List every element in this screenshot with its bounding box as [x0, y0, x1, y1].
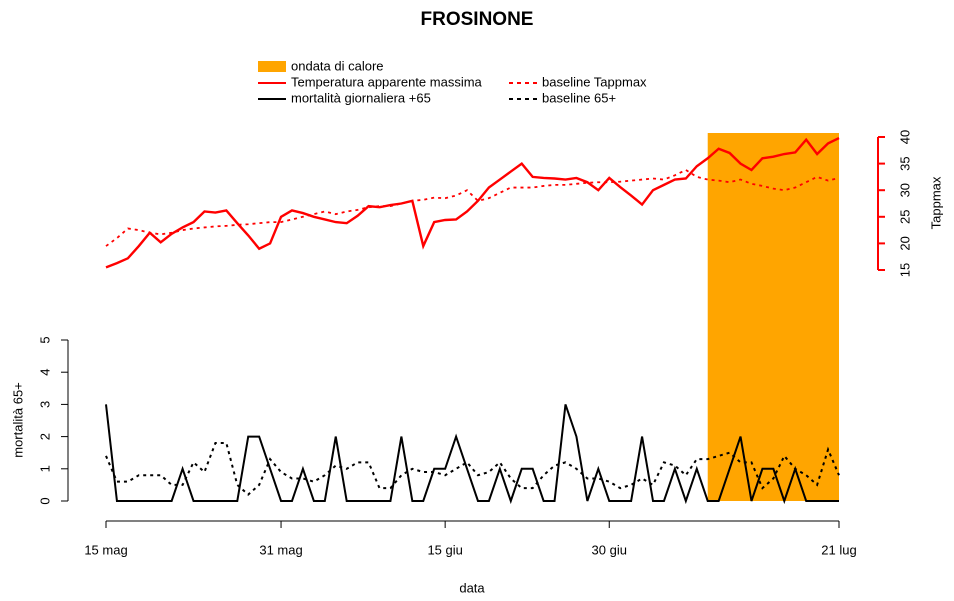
heatwave-band	[707, 133, 839, 501]
y2-tick-label: 20	[897, 236, 912, 250]
y2-tick-label: 15	[897, 263, 912, 277]
series-line	[105, 136, 840, 269]
x-tick-label: 21 lug	[821, 542, 856, 557]
legend-swatch	[258, 61, 286, 72]
y2-tick-label: 40	[897, 130, 912, 144]
y2-axis-label: Tappmax	[928, 176, 943, 229]
y-tick-label: 2	[37, 433, 52, 440]
y2-tick-label: 35	[897, 156, 912, 170]
legend-label: Temperatura apparente massima	[291, 74, 483, 89]
x-tick-label: 30 giu	[592, 542, 627, 557]
legend-label: baseline 65+	[542, 90, 616, 105]
y2-tick-label: 30	[897, 183, 912, 197]
x-tick-label: 15 giu	[427, 542, 462, 557]
y-tick-label: 5	[37, 336, 52, 343]
chart-title: FROSINONE	[421, 9, 534, 30]
x-axis-label: data	[459, 580, 485, 595]
y-tick-label: 4	[37, 369, 52, 376]
y-axis-label: mortalità 65+	[10, 382, 25, 458]
y-tick-label: 3	[37, 401, 52, 408]
legend-label: ondata di calore	[291, 58, 384, 73]
x-tick-label: 31 mag	[259, 542, 302, 557]
legend-label: mortalità giornaliera +65	[291, 90, 431, 105]
x-tick-label: 15 mag	[84, 542, 127, 557]
y-tick-label: 0	[37, 497, 52, 504]
legend-label: baseline Tappmax	[542, 74, 647, 89]
y2-tick-label: 25	[897, 210, 912, 224]
series-line	[105, 404, 839, 505]
y-tick-label: 1	[37, 465, 52, 472]
